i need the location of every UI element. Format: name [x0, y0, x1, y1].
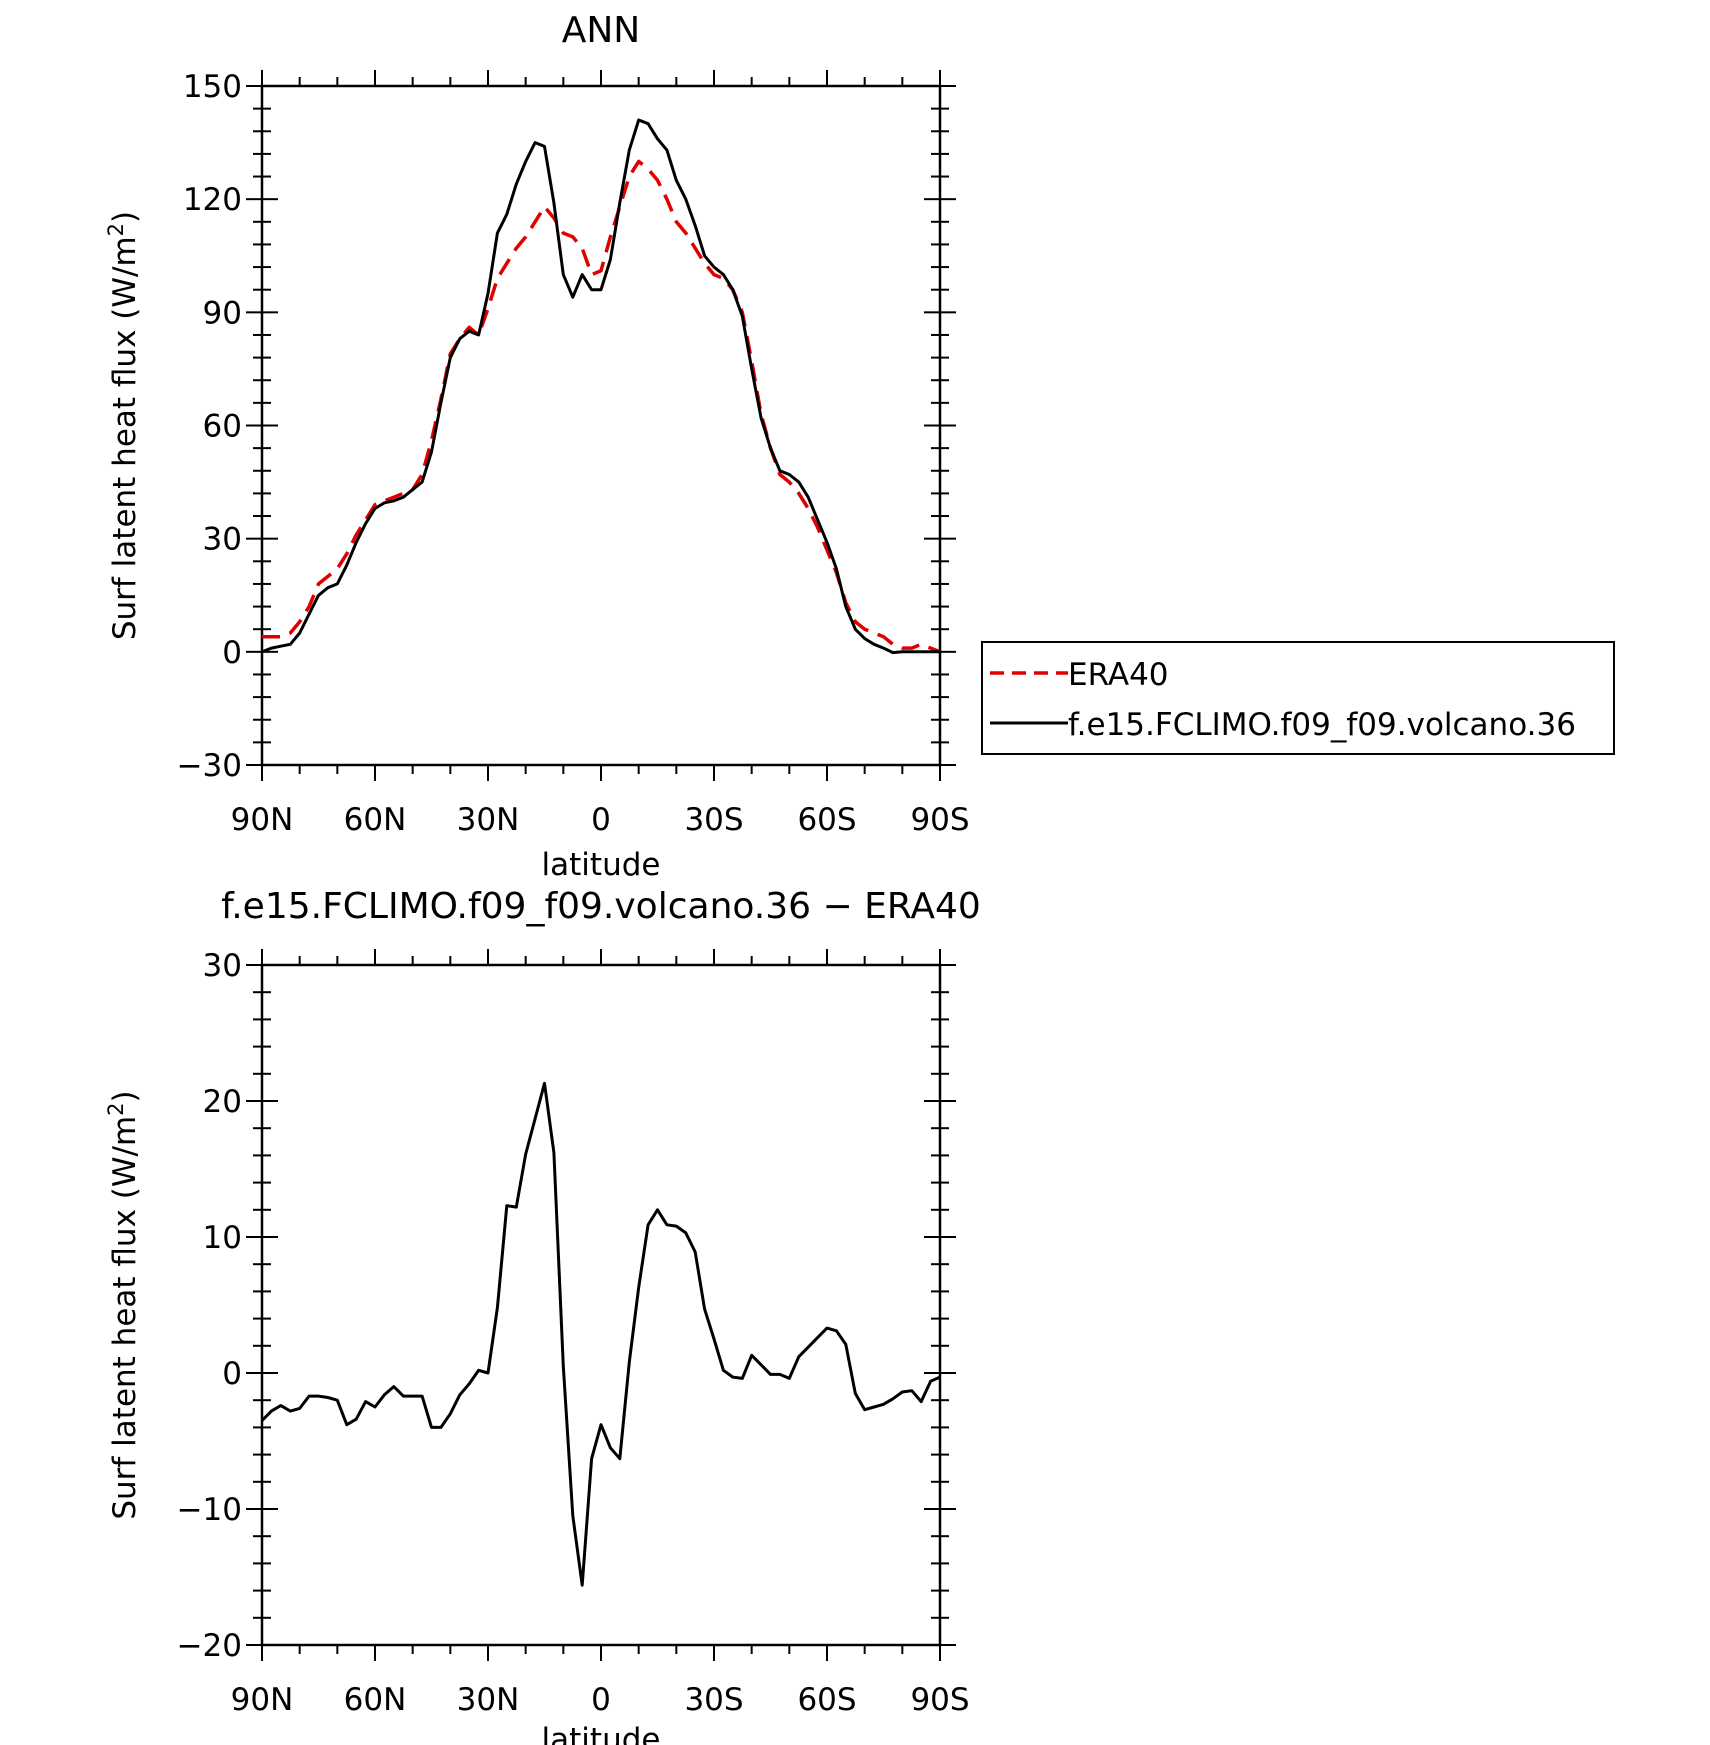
y-tick-label: 90	[203, 295, 242, 331]
y-axis-label-main: Surf latent heat flux (W/m	[107, 1116, 143, 1520]
x-tick-label: 90S	[910, 1682, 969, 1718]
series-line-era40	[262, 159, 940, 654]
series-line-f-e15-fclimo-f09-f09-volcano-36	[262, 118, 940, 655]
x-tick-label: 30S	[684, 1682, 743, 1718]
legend-label: f.e15.FCLIMO.f09_f09.volcano.36	[1068, 707, 1576, 743]
y-tick-label: 0	[222, 635, 242, 671]
y-axis-label-main: Surf latent heat flux (W/m	[107, 236, 143, 640]
series-line-diff-0	[262, 1081, 940, 1587]
x-axis-label: latitude	[542, 1722, 661, 1745]
chart-title: f.e15.FCLIMO.f09_f09.volcano.36 − ERA40	[221, 886, 981, 927]
y-axis-label: Surf latent heat flux (W/m2)	[104, 1090, 143, 1519]
x-tick-label: 60N	[344, 1682, 407, 1718]
x-tick-label: 30S	[684, 802, 743, 838]
x-tick-label: 0	[591, 1682, 611, 1718]
x-axis-label: latitude	[542, 847, 661, 883]
y-tick-label: 30	[203, 522, 242, 558]
y-tick-label: 20	[203, 1084, 242, 1120]
legend: ERA40 f.e15.FCLIMO.f09_f09.volcano.36	[981, 641, 1615, 755]
y-tick-label: −30	[177, 748, 242, 784]
x-tick-label: 90N	[231, 802, 294, 838]
y-tick-label: −10	[177, 1492, 242, 1528]
y-tick-label: 60	[203, 409, 242, 445]
x-tick-label: 60N	[344, 802, 407, 838]
x-tick-label: 60S	[797, 802, 856, 838]
y-tick-label: 30	[203, 948, 242, 984]
top-panel: ANN 90N 60N 30N 0 30S 60S 90S −30 0 30 60 90 120 150 la…	[104, 10, 1615, 883]
y-axis-label-close: )	[107, 1090, 143, 1102]
y-axis-label: Surf latent heat flux (W/m2)	[104, 211, 143, 640]
x-tick-label: 30N	[457, 1682, 520, 1718]
y-tick-label: 150	[183, 69, 242, 105]
y-tick-label: 120	[183, 182, 242, 218]
x-tick-label: 90N	[231, 1682, 294, 1718]
y-axis-label-sup: 2	[104, 1102, 128, 1115]
y-tick-label: 0	[222, 1356, 242, 1392]
y-tick-label: −20	[177, 1628, 242, 1664]
legend-label: ERA40	[1068, 657, 1169, 693]
y-axis-label-sup: 2	[104, 223, 128, 236]
x-tick-label: 30N	[457, 802, 520, 838]
x-tick-label: 0	[591, 802, 611, 838]
y-tick-label: 10	[203, 1220, 242, 1256]
bottom-panel: f.e15.FCLIMO.f09_f09.volcano.36 − ERA40 9…	[104, 886, 981, 1745]
y-axis-label-close: )	[107, 211, 143, 223]
plot-frame	[260, 963, 942, 1647]
chart-title: ANN	[562, 10, 641, 51]
x-tick-label: 90S	[910, 802, 969, 838]
x-tick-label: 60S	[797, 1682, 856, 1718]
legend-box	[981, 641, 1615, 755]
plot-frame	[260, 84, 942, 767]
